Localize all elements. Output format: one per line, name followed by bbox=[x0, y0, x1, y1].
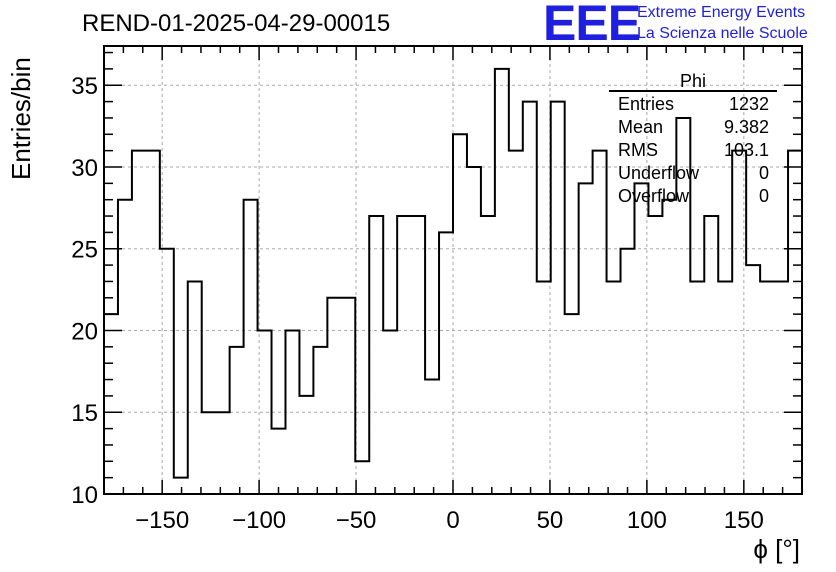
logo-subtitle-2: La Scienza nelle Scuole bbox=[637, 25, 808, 42]
histogram-series bbox=[104, 67, 802, 479]
stats-row-label: Overflow bbox=[618, 186, 690, 206]
x-tick-label: 150 bbox=[724, 507, 764, 534]
stats-title: Phi bbox=[680, 71, 706, 91]
stats-row-value: 103.1 bbox=[724, 140, 769, 160]
y-tick-label: 25 bbox=[71, 237, 98, 264]
stats-row-label: RMS bbox=[618, 140, 658, 160]
x-tick-label: −100 bbox=[232, 507, 286, 534]
stats-box: Phi Entries 1232 Mean 9.382 RMS 103.1 Underflo… bbox=[609, 71, 777, 206]
x-tick-labels: −150 −100 −50 0 50 100 150 bbox=[135, 507, 764, 534]
stats-row-label: Underflow bbox=[618, 163, 700, 183]
stats-row-value: 0 bbox=[759, 163, 769, 183]
y-axis-label: Entries/bin bbox=[6, 57, 36, 180]
y-tick-label: 35 bbox=[71, 73, 98, 100]
x-tick-label: 100 bbox=[627, 507, 667, 534]
run-title: REND-01-2025-04-29-00015 bbox=[82, 10, 391, 37]
x-tick-label: −150 bbox=[135, 507, 189, 534]
x-tick-label: 0 bbox=[446, 507, 459, 534]
logo-subtitle-1: Extreme Energy Events bbox=[637, 4, 806, 21]
y-tick-label: 20 bbox=[71, 318, 98, 345]
stats-rows: Entries 1232 Mean 9.382 RMS 103.1 Underflow 0 Ov… bbox=[618, 94, 769, 206]
y-tick-label: 15 bbox=[71, 400, 98, 427]
y-tick-label: 10 bbox=[71, 482, 98, 509]
grid-lines bbox=[104, 46, 802, 495]
x-tick-label: −50 bbox=[336, 507, 377, 534]
y-tick-labels: 10 15 20 25 30 35 bbox=[71, 73, 98, 509]
stats-row-value: 1232 bbox=[729, 94, 769, 114]
x-tick-label: 50 bbox=[537, 507, 564, 534]
eee-logo: EEE bbox=[543, 0, 641, 51]
axis-ticks bbox=[103, 46, 803, 495]
y-tick-label: 30 bbox=[71, 155, 98, 182]
x-axis-label: ϕ [°] bbox=[753, 534, 800, 564]
stats-row-label: Entries bbox=[618, 94, 674, 114]
stats-row-value: 9.382 bbox=[724, 117, 769, 137]
stats-row-label: Mean bbox=[618, 117, 663, 137]
stats-row-value: 0 bbox=[759, 186, 769, 206]
